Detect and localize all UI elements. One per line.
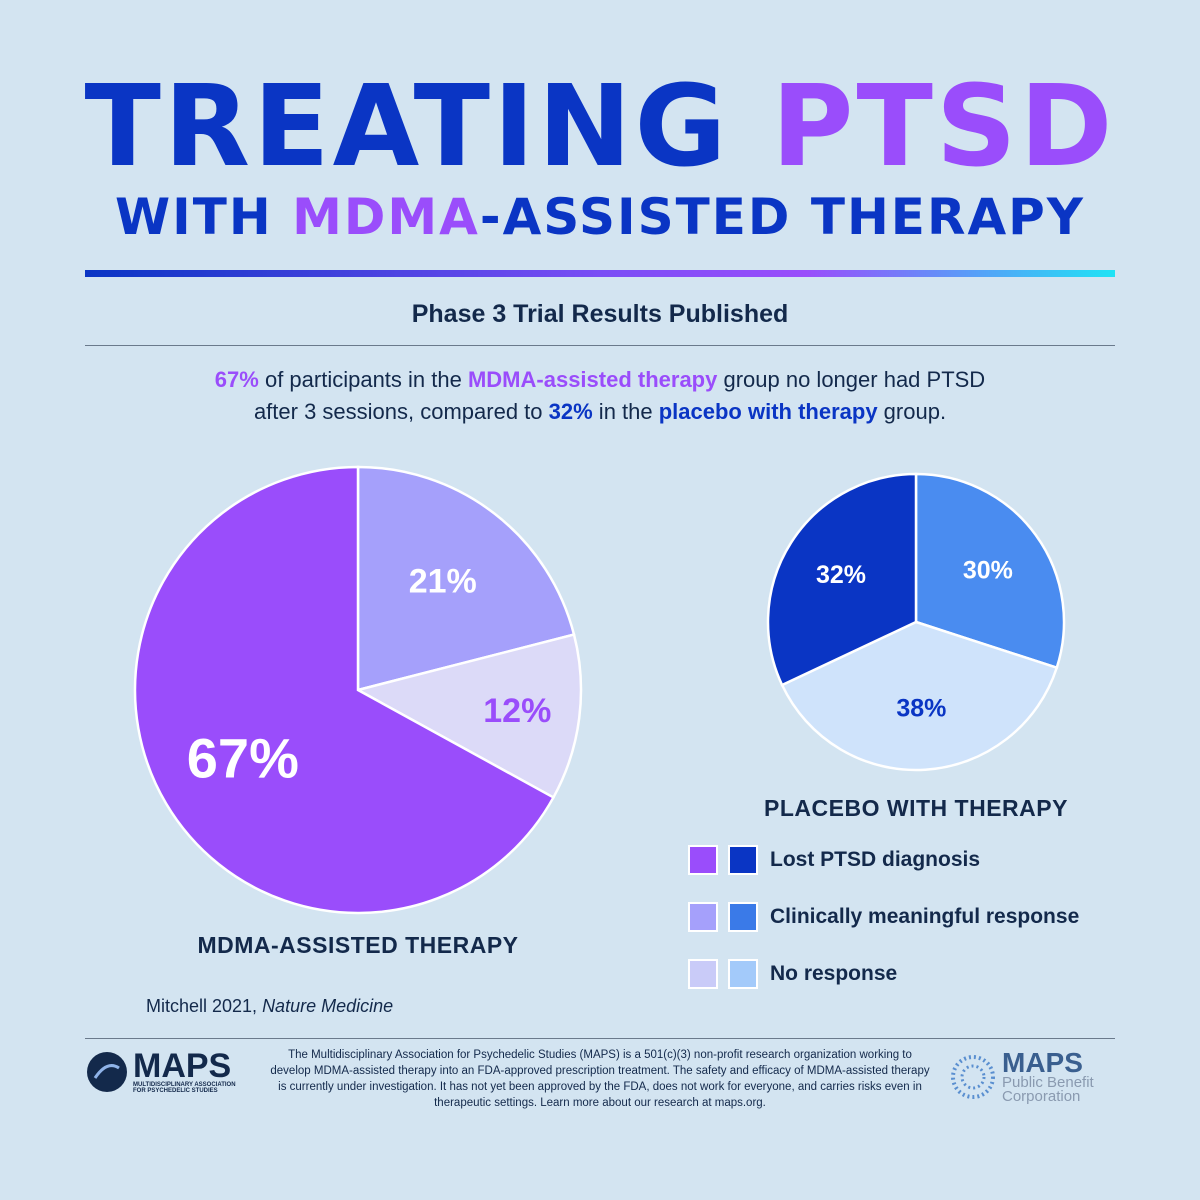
pie1-label: 38% [896,694,946,722]
legend-swatch-placebo [728,845,758,875]
citation: Mitchell 2021, Nature Medicine [146,996,394,1016]
title-ptsd: PTSD [771,62,1116,192]
subtitle: Phase 3 Trial Results Published [411,300,789,328]
placebo-chart-title: PLACEBO WITH THERAPY [764,795,1068,821]
legend-item: Clinically meaningful response [688,902,1079,932]
pie1-label: 32% [816,561,866,589]
legend-swatch-mdma [688,959,718,989]
pie1-label: 30% [963,557,1013,585]
title-line-2: WITH MDMA-ASSISTED THERAPY [114,188,1085,246]
legend-swatch-mdma [688,845,718,875]
footer-divider [85,1038,1115,1039]
legend-item: No response [688,959,897,989]
divider [85,345,1115,346]
pie0-slice-no-response [354,633,583,800]
pie1-slice-no-response [780,620,1059,772]
description: 67% of participants in the MDMA-assisted… [214,367,986,424]
gradient-divider [85,270,1115,277]
legend-item: Lost PTSD diagnosis [688,845,980,875]
pie1-slice-clinically-meaningful-response [914,472,1066,670]
legend-label: Clinically meaningful response [770,905,1080,928]
title-line-1: TREATING PTSD [84,62,1116,192]
pie0-label: 21% [409,563,477,601]
maps-globe-icon [87,1052,127,1092]
maps-logo: MAPS MULTIDISCIPLINARY ASSOCIATION FOR P… [85,1049,248,1094]
legend-swatch-mdma [688,902,718,932]
footer-disclaimer: The Multidisciplinary Association for Ps… [270,1049,930,1109]
maps-pbc-logo: MAPS Public Benefit Corporation [950,1049,1122,1104]
pie0-slice-lost-ptsd-diagnosis [133,465,556,915]
legend-swatch-placebo [728,902,758,932]
legend-label: No response [770,962,898,985]
pie0-slice-clinically-meaningful-response [356,465,576,692]
legend-swatch-placebo [728,959,758,989]
mdma-chart-title: MDMA-ASSISTED THERAPY [197,932,519,958]
maps-pbc-swirl-icon [951,1055,995,1099]
pie1-slice-lost-ptsd-diagnosis [766,472,918,687]
pie0-label: 67% [187,727,299,790]
legend-label: Lost PTSD diagnosis [770,848,981,871]
pie0-label: 12% [483,692,551,730]
